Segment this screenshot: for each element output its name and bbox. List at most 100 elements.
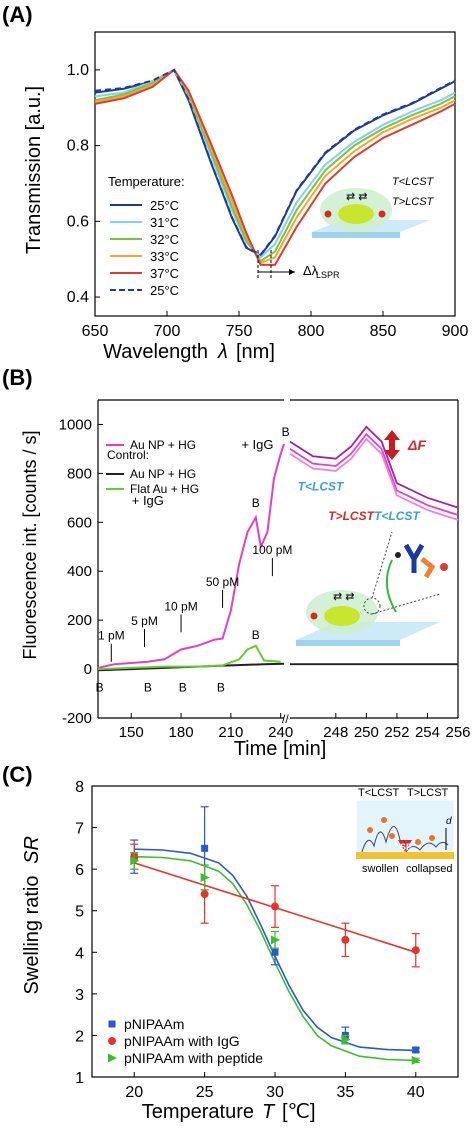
panel-c-plot: 20 25 30 35 40 1 2 3 4 5 6 7 8 — [75, 779, 459, 1101]
panel-c-ytick-label: 3 — [75, 987, 84, 1004]
panel-c-ytick-label: 2 — [75, 1028, 84, 1045]
panel-c-inset: SP d T<LCST T>LCST swollen collapsed — [355, 787, 455, 875]
panel-c-xtick-label: 40 — [407, 1084, 425, 1101]
panel-b-series-line — [289, 425, 459, 509]
panel-b-ylabel: Fluorescence int. [counts / s] — [20, 430, 40, 659]
panel-b-temp-label: T<LCST — [298, 480, 345, 494]
inset-a-label-above: T>LCST — [392, 196, 435, 208]
panel-b-legend-label: Au NP + HG — [130, 438, 196, 452]
panel-b-xtick-label: 150 — [119, 724, 144, 741]
panel-b-xtick-label: 180 — [169, 724, 194, 741]
panel-b-xtick-label: 240 — [268, 724, 293, 741]
panel-a-ytick-label: 0.6 — [67, 213, 89, 230]
panel-b-series-line — [289, 437, 459, 521]
panel-c-xlabel: Temperature — [142, 1101, 254, 1123]
panel-c-legend-marker — [108, 1020, 116, 1028]
panel-a-xtick-label: 700 — [154, 323, 181, 340]
panel-c-inset-state-right: collapsed — [406, 863, 452, 875]
panel-b-conc-label: 100 pM — [252, 543, 292, 557]
panel-a-legend-label: 33°C — [150, 249, 179, 264]
panel-a-xlabel: Wavelength — [103, 341, 208, 363]
panel-b-ytick-label: 400 — [67, 563, 92, 580]
panel-c-inset-state-left: swollen — [362, 863, 399, 875]
panel-b-axis-break: // — [282, 712, 289, 726]
panel-b-temp-label: T>LCST — [328, 509, 375, 523]
panel-b-b-label: B — [144, 681, 152, 695]
panel-b-conc-label: 50 pM — [206, 575, 239, 589]
panel-a-label: (A) — [2, 2, 33, 27]
panel-c-xlabel-unit: [℃] — [282, 1101, 316, 1123]
panel-b-xtick-label: 252 — [384, 724, 409, 741]
panel-c-legend-label: pNIPAAm with peptide — [124, 1050, 263, 1066]
panel-b-conc-label: 5 pM — [131, 614, 158, 628]
panel-b-b-label: B — [96, 681, 104, 695]
panel-b-series-line — [97, 644, 281, 671]
inset-a-arrows: ⇄ ⇄ — [346, 191, 368, 203]
panel-b-legend-label: Flat Au + HG — [130, 482, 199, 496]
panel-c-data-point — [411, 946, 420, 955]
panel-b-ytick-label: 0 — [84, 661, 92, 678]
panel-a-legend-label: 25°C — [150, 198, 179, 213]
inset-a-red-dot-right — [378, 210, 386, 218]
panel-b-plot: // -200 0 200 400 600 800 1000 150 180 210 240 248 25… — [59, 399, 471, 741]
panel-a-series-line — [94, 68, 456, 256]
panel-a-inset: ⇄ ⇄ T<LCST T>LCST — [312, 176, 435, 238]
panel-c-data-point — [341, 1035, 351, 1045]
panel-b-ytick-label: 200 — [67, 612, 92, 629]
panel-c-legend-label: pNIPAAm with IgG — [124, 1033, 240, 1049]
panel-b-delta-label: ΔF — [407, 437, 426, 453]
panel-a-legend-label: 32°C — [150, 232, 179, 247]
panel-c-data-point — [201, 844, 209, 852]
inset-a-label-below: T<LCST — [392, 176, 435, 188]
panel-b-conc-label: 10 pM — [164, 599, 197, 613]
panel-c-inset-right-label: T>LCST — [407, 787, 449, 799]
panel-c-data-point — [200, 890, 209, 899]
panel-b-b-label: B — [179, 681, 187, 695]
panel-a-delta-label: Δλ — [303, 263, 319, 278]
panel-c-inset-dh: d — [446, 816, 452, 827]
panel-c-ytick-label: 1 — [75, 1070, 84, 1087]
panel-b-xtick-label: 254 — [415, 724, 440, 741]
panel-a-legend-title: Temperature: — [108, 174, 185, 189]
panel-c-ytick-label: 7 — [75, 821, 84, 838]
panel-c-data-point — [130, 856, 140, 866]
panel-b-xtick-label: 256 — [445, 724, 470, 741]
panel-b-xtick-label: 210 — [218, 724, 243, 741]
panel-c-xtick-label: 30 — [266, 1084, 284, 1101]
panel-a-delta-sub: LSPR — [316, 270, 340, 280]
panel-b-temp-label: T<LCST — [374, 509, 421, 523]
panel-b-legend-sub: Control: — [107, 448, 149, 462]
panel-a-ytick-label: 0.4 — [67, 289, 89, 306]
inset-a-red-dot-left — [324, 210, 332, 218]
panel-a-xtick-label: 750 — [226, 323, 253, 340]
panel-b-ytick-label: 600 — [67, 514, 92, 531]
panel-b-series-line — [97, 443, 285, 669]
panel-b-xlabel: Time [min] — [234, 738, 327, 760]
panel-c-legend-marker — [108, 1053, 117, 1063]
panel-a-frame — [94, 31, 456, 317]
panel-c-data-point — [341, 935, 350, 944]
panel-c-ytick-label: 5 — [75, 904, 84, 921]
panel-c: (C) Swelling ratio SR Temperature T [℃] … — [2, 762, 459, 1123]
panel-c-xtick-label: 35 — [336, 1084, 354, 1101]
panel-a-plot: 650 700 750 800 850 900 0.4 0.6 0.8 1.0 — [67, 31, 468, 340]
panel-b-legend-label: Au NP + HG — [130, 467, 196, 481]
panel-c-xtick-label: 20 — [125, 1084, 143, 1101]
panel-c-inset-left-label: T<LCST — [358, 787, 400, 799]
panel-b-inset: ⇄ ⇄ — [296, 531, 448, 646]
panel-b-b-label: B — [252, 496, 260, 510]
panel-b-b-label: B — [282, 425, 290, 439]
panel-b-b-label: B — [252, 628, 260, 642]
panel-a-xlabel-unit: [nm] — [236, 341, 275, 363]
panel-b-igg-label: + IgG — [241, 437, 273, 452]
panel-a-legend: 25°C 31°C 32°C 33°C 37°C 25°C — [110, 198, 179, 298]
panel-b: (B) Fluorescence int. [counts / s] Time … — [2, 365, 471, 760]
panel-c-legend-marker — [108, 1037, 116, 1045]
panel-b-ytick-label: 1000 — [59, 416, 92, 433]
panel-c-label: (C) — [2, 762, 33, 787]
panel-a-ylabel: Transmission [a.u.] — [23, 86, 45, 254]
panel-b-b-label: B — [217, 681, 225, 695]
panel-b-xtick-label: 248 — [323, 724, 348, 741]
